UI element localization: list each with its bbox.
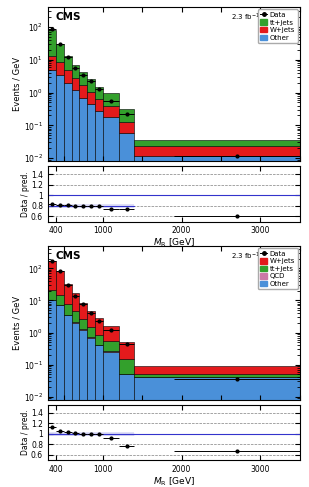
Bar	[134, 146, 300, 155]
Bar	[134, 155, 300, 487]
Bar	[48, 30, 56, 56]
Bar	[56, 271, 64, 295]
Bar	[87, 92, 95, 104]
Bar	[119, 342, 134, 359]
Bar	[56, 44, 64, 62]
Bar	[103, 106, 119, 117]
Bar	[56, 295, 64, 305]
Bar	[64, 70, 71, 83]
Bar	[64, 284, 71, 304]
Text: 2.3 fb$^{-1}$ (13 TeV): 2.3 fb$^{-1}$ (13 TeV)	[231, 250, 292, 263]
Bar	[119, 359, 134, 374]
Bar	[134, 366, 300, 374]
Bar	[48, 261, 56, 290]
Bar	[87, 327, 95, 337]
Bar	[103, 341, 119, 352]
Bar	[134, 374, 300, 377]
X-axis label: $M_{\rm R}$ [GeV]: $M_{\rm R}$ [GeV]	[153, 475, 195, 487]
Bar	[48, 300, 56, 487]
Bar	[79, 85, 87, 98]
Bar	[56, 62, 64, 75]
Bar	[87, 104, 95, 487]
Bar	[71, 65, 79, 78]
Bar	[71, 322, 79, 323]
Bar	[134, 377, 300, 487]
Bar	[95, 335, 103, 345]
Bar	[119, 375, 134, 487]
Bar	[119, 122, 134, 132]
Bar	[79, 98, 87, 487]
Bar	[119, 132, 134, 487]
Bar	[79, 330, 87, 487]
Y-axis label: Data / pred.: Data / pred.	[20, 410, 30, 455]
Text: 2.3 fb$^{-1}$ (13 TeV): 2.3 fb$^{-1}$ (13 TeV)	[231, 12, 292, 24]
Bar	[71, 78, 79, 90]
Bar	[119, 374, 134, 375]
Bar	[87, 337, 95, 487]
Bar	[71, 311, 79, 322]
Bar	[79, 72, 87, 85]
Bar	[64, 304, 71, 315]
Legend: Data, W+jets, tt+jets, QCD, Other: Data, W+jets, tt+jets, QCD, Other	[258, 248, 298, 289]
X-axis label: $M_{\rm R}$ [GeV]: $M_{\rm R}$ [GeV]	[153, 237, 195, 249]
Bar	[71, 294, 79, 311]
Legend: Data, tt+jets, W+jets, Other: Data, tt+jets, W+jets, Other	[258, 9, 298, 43]
Y-axis label: Events / GeV: Events / GeV	[12, 57, 21, 112]
Bar	[134, 140, 300, 146]
Bar	[103, 326, 119, 341]
Bar	[103, 117, 119, 487]
Bar	[56, 305, 64, 487]
Bar	[71, 323, 79, 487]
Bar	[95, 111, 103, 487]
Bar	[95, 345, 103, 487]
Bar	[103, 94, 119, 106]
Bar	[64, 315, 71, 487]
Bar	[87, 311, 95, 327]
Bar	[95, 99, 103, 111]
Bar	[95, 87, 103, 99]
Text: CMS: CMS	[55, 12, 81, 22]
Bar	[103, 352, 119, 487]
Bar	[48, 70, 56, 487]
Bar	[87, 79, 95, 92]
Y-axis label: Data / pred.: Data / pred.	[20, 171, 30, 217]
Bar	[95, 318, 103, 335]
Bar	[56, 75, 64, 487]
Bar	[64, 56, 71, 70]
Bar	[79, 302, 87, 319]
Bar	[119, 109, 134, 122]
Bar	[79, 319, 87, 330]
Y-axis label: Events / GeV: Events / GeV	[12, 296, 21, 350]
Bar	[48, 56, 56, 70]
Bar	[71, 90, 79, 487]
Bar	[48, 290, 56, 300]
Text: CMS: CMS	[55, 250, 81, 261]
Bar	[64, 83, 71, 487]
